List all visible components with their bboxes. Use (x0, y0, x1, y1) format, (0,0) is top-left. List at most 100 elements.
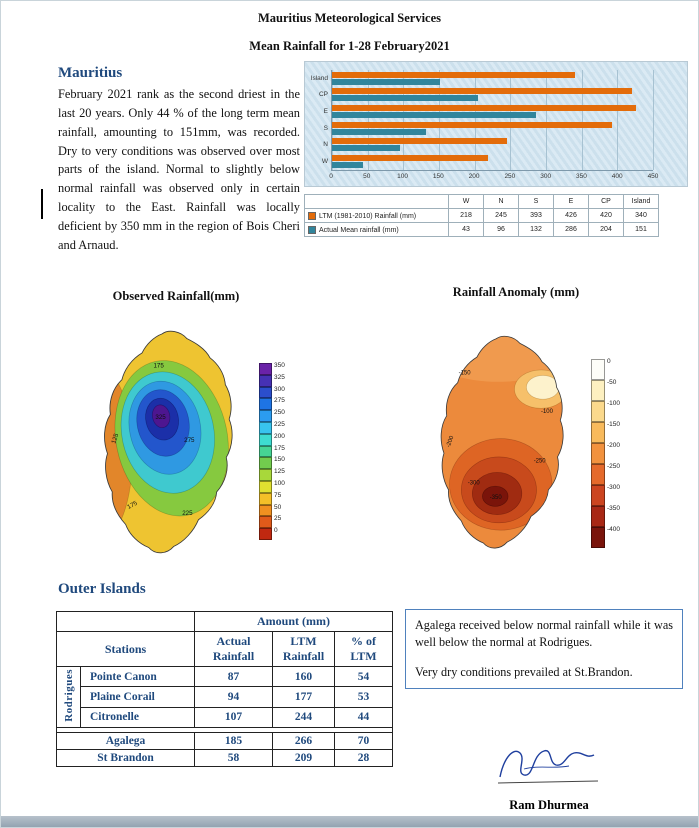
colorbar-swatch (591, 443, 605, 464)
contour-label: 275 (184, 437, 195, 444)
revision-marker (41, 189, 43, 219)
category-label: N (323, 141, 328, 149)
anomaly-map-title: Rainfall Anomaly (mm) (452, 285, 580, 299)
colorbar-row: 75 (259, 492, 285, 505)
chart-table-value: 393 (518, 208, 554, 223)
chart-table-corner (304, 194, 449, 209)
contour-label: -150 (459, 370, 472, 376)
colorbar-row: -200 (591, 442, 621, 464)
category-label: Island (310, 74, 328, 82)
colorbar-swatch (591, 401, 605, 422)
colorbar-swatch (259, 398, 272, 411)
colorbar-label: 25 (274, 515, 282, 523)
signature (489, 739, 609, 796)
x-tick-label: 400 (611, 173, 623, 180)
station-name: Plaine Corail (80, 686, 195, 708)
pct-value: 53 (334, 686, 393, 708)
colorbar-swatch (259, 445, 272, 458)
chart-x-axis: 0 50 100 150 200 250 300 350 400 450 (329, 171, 658, 184)
colorbar-row: 300 (259, 386, 285, 399)
colorbar-row: -250 (591, 463, 620, 485)
observed-map-title: Observed Rainfall(mm) (112, 289, 240, 303)
colorbar-row: 25 (259, 515, 285, 529)
colorbar-row: -150 (591, 421, 621, 443)
bar-series1-cp (332, 95, 478, 102)
gridline (439, 70, 440, 170)
outer-islands-note-box: Agalega received below normal rainfall w… (405, 609, 683, 690)
gridline (581, 70, 583, 170)
bar-series1-n (332, 145, 401, 152)
group-label-rodrigues: Rodrigues (56, 666, 81, 728)
table-row: Agalega 185 266 70 (56, 731, 393, 750)
anomaly-contour-fills (441, 336, 564, 549)
chart-table-value: 426 (553, 208, 589, 223)
contour-label: -100 (541, 409, 554, 415)
colorbar-row: 250 (259, 410, 285, 422)
colorbar-row: -100 (591, 400, 621, 422)
contour-label: -200 (446, 435, 456, 449)
contour-label: 125 (110, 432, 120, 445)
colorbar-label: 275 (274, 397, 285, 405)
anomaly-colorbar: 0 -50 -100 -150 -200 -250 -300 -350 -400 (591, 358, 621, 548)
colorbar-row: 150 (259, 457, 285, 470)
colorbar-swatch (591, 380, 605, 401)
observed-colorbar: 350 325 300 275 250 225 200 175 150 125 100 75 50 25 0 (259, 362, 285, 540)
column-header: % of LTM (334, 631, 393, 667)
gridline (474, 70, 476, 170)
colorbar-label: 175 (274, 444, 285, 452)
colorbar-label: 0 (274, 527, 278, 535)
actual-value: 87 (194, 665, 273, 688)
colorbar-label: 0 (607, 358, 611, 365)
colorbar-row: -400 (591, 526, 620, 548)
colorbar-label: -200 (607, 442, 621, 449)
chart-table-header: Island (623, 194, 659, 209)
gridline (367, 70, 369, 170)
contour-label: 325 (155, 414, 166, 421)
signature-scribble (497, 749, 599, 784)
ltm-value: 177 (272, 686, 335, 708)
colorbar-label: -300 (607, 484, 621, 491)
contour-label: 225 (182, 510, 193, 517)
legend-swatch-icon (308, 225, 316, 234)
mauritius-outline (440, 335, 564, 549)
x-tick-label: 50 (363, 173, 371, 180)
colorbar-label: -150 (607, 421, 621, 428)
colorbar-swatch (259, 480, 272, 493)
colorbar-label: -100 (607, 400, 621, 407)
chart-legend-table: W N S E CP Island LTM (1981-2010) Rainfall (mm… (304, 194, 659, 237)
note-text: Agalega received below normal rainfall w… (415, 618, 673, 650)
chart-table-value: 245 (483, 208, 519, 223)
colorbar-label: 250 (274, 409, 285, 417)
chart-table-header: N (483, 194, 519, 209)
category-label: W (321, 158, 328, 166)
colorbar-label: -350 (607, 505, 621, 512)
colorbar-label: 100 (274, 479, 285, 487)
section-heading-outer-islands: Outer Islands (58, 581, 146, 597)
chart-table-value: 204 (588, 222, 624, 237)
colorbar-swatch (591, 506, 605, 527)
bar-series0-island (332, 71, 575, 78)
bar-series0-n (332, 138, 507, 145)
colorbar-swatch (259, 504, 272, 517)
colorbar-swatch (591, 485, 605, 506)
page-title: Mauritius Meteorological Services (257, 11, 442, 25)
observed-rainfall-map: 175 125 175 225 275 325 350 325 300 275 250 2… (73, 321, 285, 569)
table-cell-empty (56, 611, 195, 632)
chart-table-value: 340 (623, 208, 659, 223)
colorbar-swatch (259, 374, 272, 387)
colorbar-row: -350 (591, 505, 621, 527)
chart-table-value: 420 (588, 208, 624, 223)
x-tick-label: 150 (432, 173, 444, 180)
chart-table-value: 132 (518, 222, 554, 237)
x-tick-label: 250 (504, 173, 516, 180)
column-header: Actual Rainfall (194, 631, 273, 667)
colorbar-label: 325 (274, 373, 285, 381)
bar-series0-s (332, 121, 613, 128)
ltm-value: 244 (272, 706, 335, 728)
colorbar-row: 325 (259, 373, 285, 387)
actual-value: 107 (194, 706, 273, 728)
table-row: Plaine Corail 94 177 53 (57, 686, 393, 708)
bar-series1-s (332, 128, 427, 135)
x-tick-label: 450 (647, 173, 659, 180)
legend-swatch-icon (308, 211, 316, 220)
